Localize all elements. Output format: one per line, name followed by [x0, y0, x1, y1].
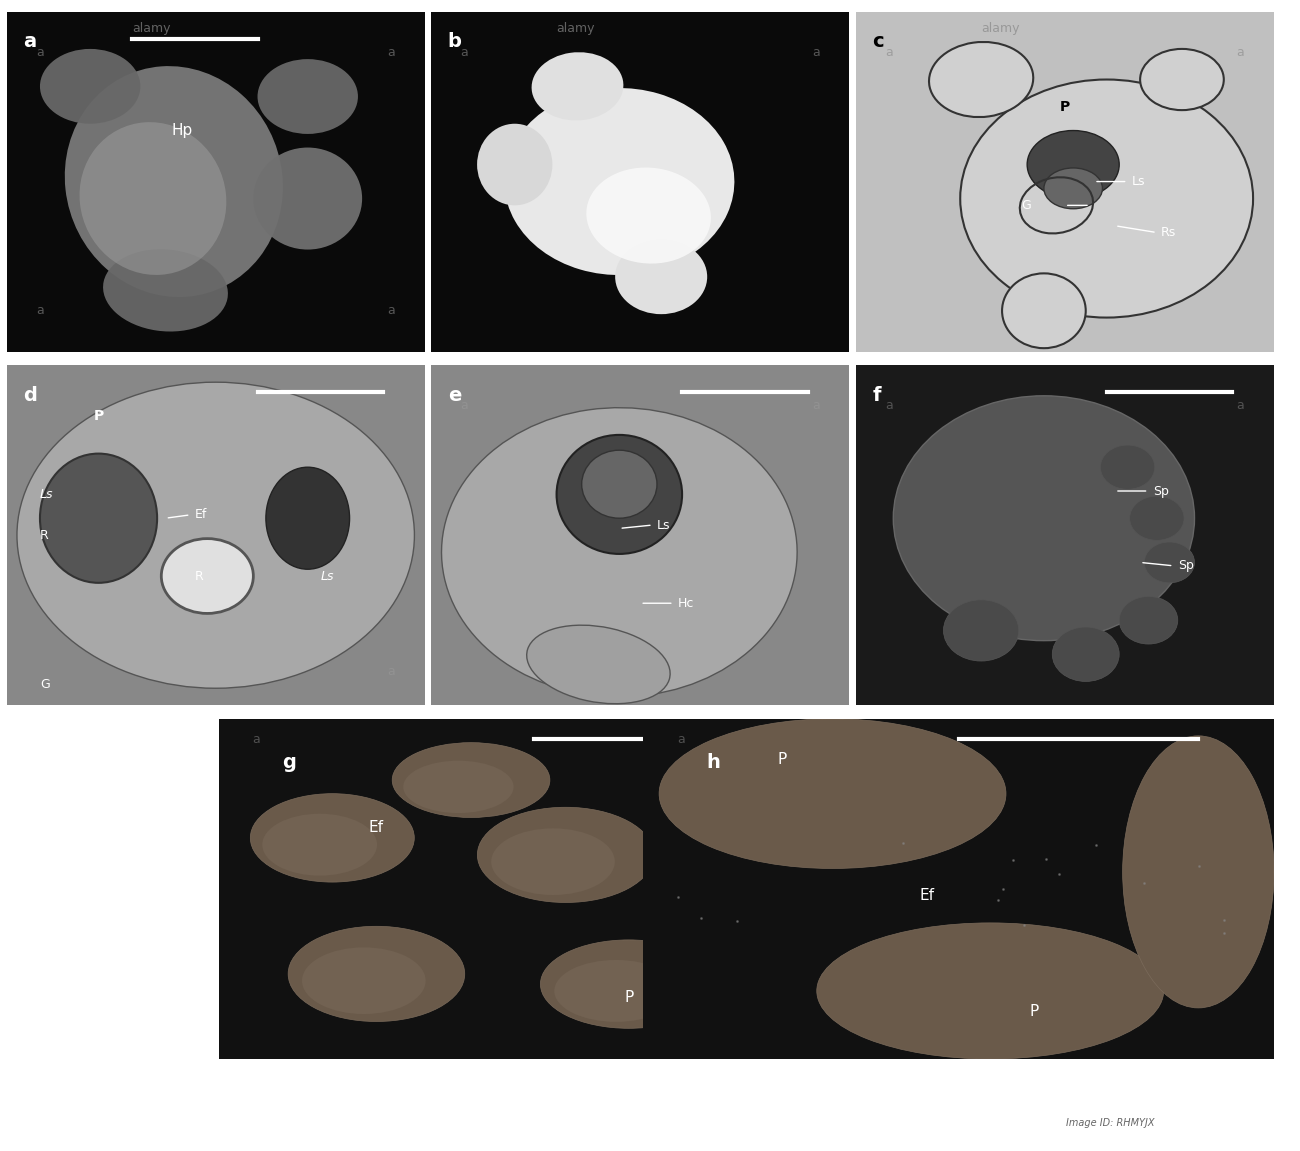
- Ellipse shape: [17, 382, 415, 688]
- Text: Ef: Ef: [369, 821, 384, 836]
- Ellipse shape: [526, 625, 670, 703]
- Text: a: a: [460, 399, 468, 412]
- Ellipse shape: [581, 450, 656, 518]
- Text: Ef: Ef: [919, 889, 935, 904]
- Ellipse shape: [1130, 496, 1184, 540]
- Ellipse shape: [1123, 735, 1274, 1008]
- Text: a: a: [36, 304, 44, 318]
- Ellipse shape: [65, 66, 283, 297]
- Ellipse shape: [266, 467, 350, 570]
- Text: Hp: Hp: [172, 123, 192, 138]
- Ellipse shape: [961, 79, 1253, 318]
- Ellipse shape: [504, 87, 734, 275]
- Ellipse shape: [257, 59, 358, 134]
- Text: P: P: [1030, 1004, 1039, 1019]
- Ellipse shape: [944, 600, 1019, 661]
- Ellipse shape: [254, 147, 363, 250]
- Text: R: R: [40, 528, 48, 542]
- Text: Ls: Ls: [320, 570, 334, 582]
- Ellipse shape: [393, 742, 550, 817]
- Text: Ls: Ls: [656, 518, 671, 532]
- Text: a: a: [387, 304, 395, 318]
- Ellipse shape: [1119, 596, 1178, 645]
- Ellipse shape: [40, 49, 140, 124]
- Text: a: a: [885, 399, 893, 412]
- Text: Sp: Sp: [1178, 559, 1193, 572]
- Ellipse shape: [477, 807, 654, 902]
- Ellipse shape: [1027, 130, 1119, 198]
- Text: Ef: Ef: [195, 509, 207, 521]
- Text: alamy: alamy: [982, 22, 1019, 35]
- Ellipse shape: [161, 539, 254, 613]
- Text: G: G: [40, 678, 49, 691]
- Ellipse shape: [302, 947, 425, 1014]
- Ellipse shape: [103, 250, 228, 331]
- Text: h: h: [706, 753, 720, 772]
- Text: P: P: [624, 990, 633, 1005]
- Text: Rs: Rs: [1161, 226, 1176, 239]
- Text: P: P: [94, 410, 104, 424]
- Ellipse shape: [930, 41, 1034, 117]
- Ellipse shape: [1052, 627, 1119, 681]
- Text: Ls: Ls: [40, 488, 53, 501]
- Ellipse shape: [403, 761, 514, 813]
- Ellipse shape: [442, 407, 797, 696]
- Text: a: a: [252, 733, 260, 746]
- Ellipse shape: [556, 435, 682, 554]
- Ellipse shape: [1144, 542, 1195, 582]
- Ellipse shape: [79, 122, 226, 275]
- Text: Hc: Hc: [677, 596, 694, 610]
- Ellipse shape: [289, 927, 464, 1022]
- Ellipse shape: [251, 794, 415, 882]
- Ellipse shape: [491, 829, 615, 895]
- Text: e: e: [447, 386, 462, 405]
- Ellipse shape: [671, 831, 776, 893]
- Text: Sp: Sp: [1153, 485, 1169, 497]
- Text: Ls: Ls: [1132, 175, 1145, 188]
- Text: a: a: [1236, 46, 1244, 59]
- Ellipse shape: [532, 52, 624, 121]
- Ellipse shape: [1140, 49, 1223, 110]
- Text: a: a: [812, 46, 820, 59]
- Text: c: c: [872, 32, 884, 51]
- Text: d: d: [23, 386, 38, 405]
- Text: a: a: [677, 733, 685, 746]
- Text: alamy: alamy: [556, 22, 595, 35]
- Text: g: g: [282, 753, 295, 772]
- Ellipse shape: [263, 814, 377, 876]
- Text: alamy: alamy: [133, 22, 170, 35]
- Text: b: b: [447, 32, 462, 51]
- Ellipse shape: [477, 123, 552, 205]
- Ellipse shape: [1002, 274, 1086, 349]
- Text: R: R: [195, 570, 203, 582]
- Text: a: a: [812, 399, 820, 412]
- Text: G: G: [1022, 199, 1031, 212]
- Text: a: a: [460, 46, 468, 59]
- Ellipse shape: [659, 719, 1006, 869]
- Text: a: a: [885, 46, 893, 59]
- Ellipse shape: [40, 453, 157, 582]
- Text: f: f: [872, 386, 881, 405]
- Text: a: a: [387, 46, 395, 59]
- Ellipse shape: [1100, 445, 1154, 489]
- Text: a: a: [387, 665, 395, 678]
- Ellipse shape: [615, 239, 707, 314]
- Text: a: a: [36, 46, 44, 59]
- Ellipse shape: [816, 923, 1164, 1059]
- Text: P: P: [1060, 100, 1070, 114]
- Text: P: P: [777, 752, 786, 768]
- Ellipse shape: [1044, 168, 1102, 208]
- Ellipse shape: [541, 940, 718, 1028]
- Ellipse shape: [660, 810, 811, 899]
- Ellipse shape: [554, 960, 677, 1022]
- Text: a: a: [1236, 399, 1244, 412]
- Text: Image ID: RHMYJX: Image ID: RHMYJX: [1066, 1118, 1154, 1128]
- Ellipse shape: [893, 396, 1195, 641]
- Ellipse shape: [586, 168, 711, 264]
- Text: a: a: [23, 32, 36, 51]
